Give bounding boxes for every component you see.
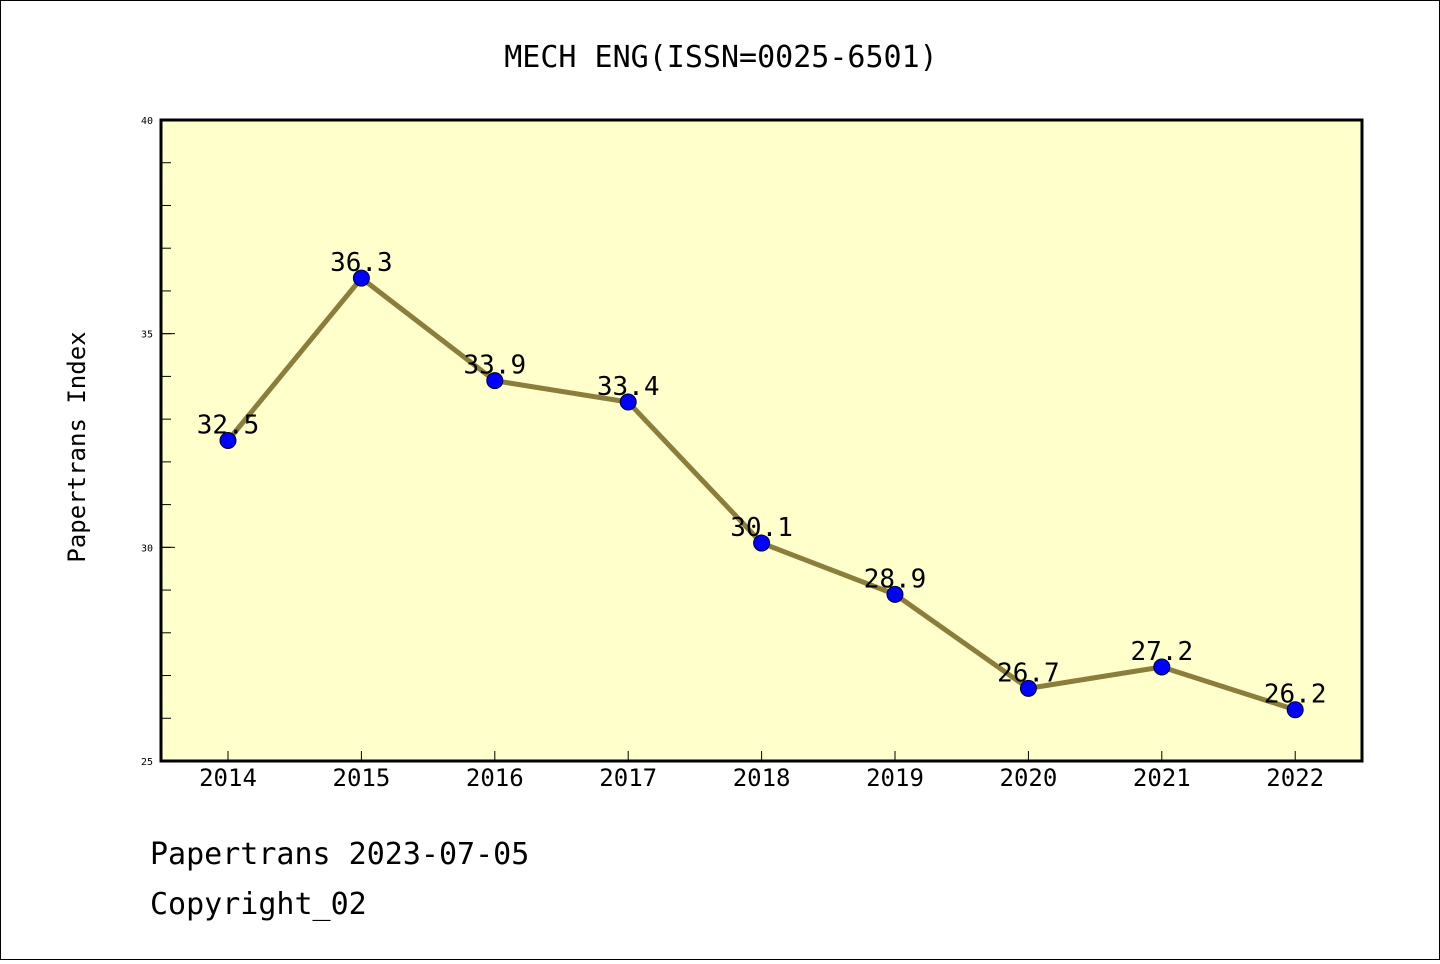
- data-label: 33.9: [463, 351, 526, 381]
- y-tick-label: 35: [141, 330, 153, 341]
- x-tick-label: 2019: [866, 764, 924, 792]
- x-tick-label: 2021: [1133, 764, 1191, 792]
- x-tick-label: 2017: [599, 764, 657, 792]
- x-tick-label: 2022: [1266, 764, 1324, 792]
- data-label: 26.2: [1264, 680, 1327, 710]
- data-point: [352, 269, 370, 287]
- x-tick-label: 2016: [466, 764, 524, 792]
- data-label: 33.4: [597, 372, 660, 402]
- data-label: 27.2: [1130, 637, 1193, 667]
- data-labels: 32.5 36.3 33.9 33.4 30.1 28.9 26.7 27.2 26.2: [197, 248, 1327, 710]
- data-label: 26.7: [997, 658, 1060, 688]
- chart-title: MECH ENG(ISSN=0025-6501): [504, 40, 937, 75]
- data-label: 36.3: [330, 248, 393, 278]
- y-tick-label: 25: [141, 757, 153, 768]
- x-tick-label: 2020: [1000, 764, 1058, 792]
- y-axis: 25 30 35 40: [141, 116, 175, 768]
- data-label: 28.9: [864, 564, 927, 594]
- x-tick-label: 2015: [333, 764, 391, 792]
- plot-area: [159, 118, 1364, 763]
- footer-source: Papertrans 2023-07-05: [150, 837, 529, 872]
- data-point: [219, 432, 237, 449]
- data-series: [219, 269, 1304, 719]
- x-tick-label: 2018: [733, 764, 791, 792]
- data-point: [486, 372, 504, 390]
- data-point: [886, 585, 904, 603]
- data-point: [1153, 658, 1171, 676]
- footer-copyright: Copyright_02: [150, 887, 367, 922]
- y-tick-label: 30: [141, 543, 153, 554]
- data-point: [619, 393, 637, 411]
- data-point: [753, 534, 771, 552]
- x-axis: 2014 2015 2016 2017 2018 2019 2020 2021 2022: [199, 751, 1324, 792]
- y-axis-label: Papertrans Index: [63, 331, 91, 562]
- data-point: [1286, 701, 1304, 719]
- x-tick-label: 2014: [199, 764, 257, 792]
- data-label: 30.1: [730, 513, 793, 543]
- data-point: [1019, 679, 1037, 697]
- data-label: 32.5: [197, 411, 260, 441]
- y-tick-label: 40: [141, 116, 153, 127]
